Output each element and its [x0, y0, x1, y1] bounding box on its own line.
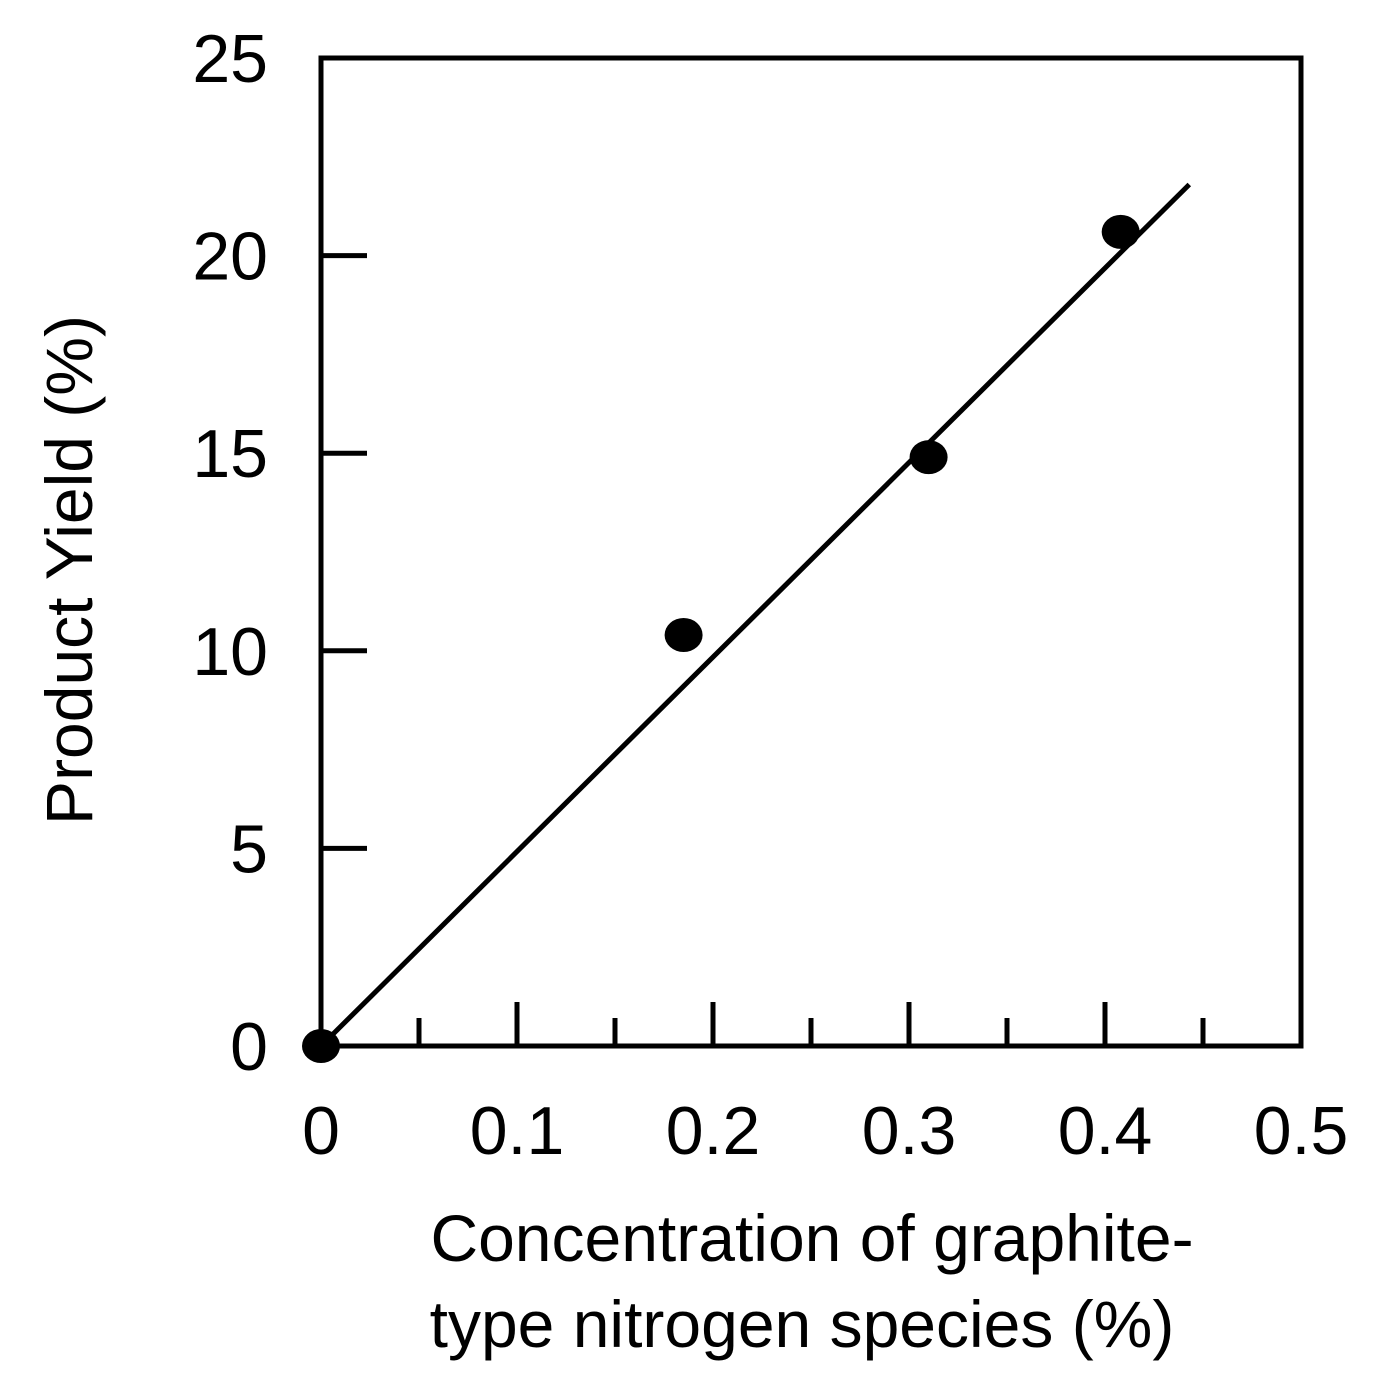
fit-line	[319, 182, 1192, 1048]
x-tick-label: 0	[302, 1093, 340, 1169]
data-points	[302, 214, 1140, 1063]
y-tick-label: 10	[192, 614, 268, 690]
data-point	[1101, 214, 1140, 249]
x-tick-labels: 0 0.1 0.2 0.3 0.4 0.5	[302, 1093, 1348, 1169]
y-tick-label: 15	[192, 416, 268, 492]
x-axis-title-line-2: type nitrogen species (%)	[430, 1287, 1175, 1361]
x-tick-label: 0.4	[1058, 1093, 1153, 1169]
x-tick-label: 0.5	[1254, 1093, 1349, 1169]
y-tick-labels: 0 5 10 15 20 25	[192, 21, 268, 1085]
y-tick-label: 25	[192, 21, 268, 97]
y-tick-label: 5	[230, 811, 268, 887]
x-tick-label: 0.3	[862, 1093, 957, 1169]
x-axis-title-line-1: Concentration of graphite-	[430, 1201, 1193, 1275]
data-point	[302, 1029, 340, 1063]
tick-marks	[321, 253, 1206, 1046]
y-tick-label: 0	[230, 1009, 268, 1085]
y-tick-label: 20	[192, 219, 268, 295]
x-tick-label: 0.2	[666, 1093, 761, 1169]
x-tick-label: 0.1	[470, 1093, 565, 1169]
data-point	[664, 617, 703, 652]
data-point	[909, 440, 948, 475]
plot-frame	[318, 55, 1304, 1049]
y-axis-title: Product Yield (%)	[32, 315, 106, 825]
